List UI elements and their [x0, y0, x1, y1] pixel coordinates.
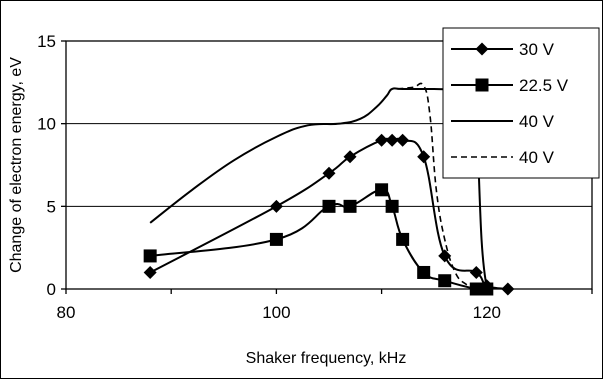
x-tick-label: 80: [57, 303, 76, 322]
data-point-square: [385, 199, 399, 213]
legend: 30 V 22.5 V 40 V 40 V: [442, 27, 600, 179]
series-line-1-22-5-v: [150, 188, 487, 291]
data-point-square: [143, 249, 157, 263]
data-point-square: [343, 199, 357, 213]
y-tick-label: 0: [47, 280, 56, 299]
legend-marker-square: [475, 78, 489, 92]
y-tick-label: 5: [47, 197, 56, 216]
legend-marker-diamond: [475, 42, 489, 56]
data-point-square: [269, 232, 283, 246]
data-point-square: [438, 274, 452, 288]
legend-label: 40 V: [519, 148, 555, 167]
x-tick-label: 100: [262, 303, 290, 322]
data-point-diamond: [343, 150, 357, 164]
x-axis-title: Shaker frequency, kHz: [246, 350, 407, 367]
y-axis-title: Change of electron energy, eV: [8, 57, 25, 273]
legend-box: [442, 27, 600, 179]
axis-layer: 0 5 10 15 80 100 120: [37, 32, 593, 322]
data-point-diamond: [417, 150, 431, 164]
data-point-square: [469, 282, 483, 296]
data-point-diamond: [143, 265, 157, 279]
data-point-diamond: [469, 265, 483, 279]
y-tick-label: 10: [37, 115, 56, 134]
y-tick-label: 15: [37, 32, 56, 51]
data-point-diamond: [375, 133, 389, 147]
data-point-diamond: [385, 133, 399, 147]
data-point-square: [322, 199, 336, 213]
data-point-diamond: [501, 282, 515, 296]
legend-label: 22.5 V: [519, 76, 569, 95]
series-line-3-40-v: [397, 82, 477, 290]
data-point-diamond: [396, 133, 410, 147]
x-tick-label: 120: [473, 303, 501, 322]
legend-label: 40 V: [519, 112, 555, 131]
data-point-square: [396, 232, 410, 246]
series-layer: [143, 81, 515, 296]
legend-label: 30 V: [519, 40, 555, 59]
series-line-2-40-v: [149, 81, 488, 290]
data-point-diamond: [322, 166, 336, 180]
data-point-diamond: [269, 199, 283, 213]
data-point-square: [417, 265, 431, 279]
data-point-diamond: [438, 249, 452, 263]
data-point-square: [375, 183, 389, 197]
